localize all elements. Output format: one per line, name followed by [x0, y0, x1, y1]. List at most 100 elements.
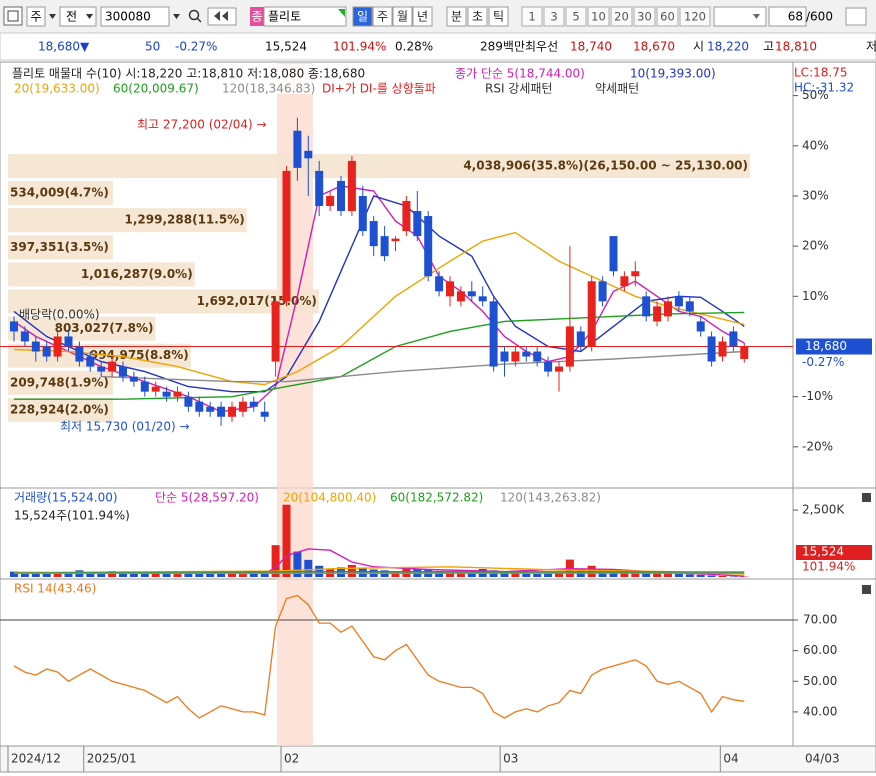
interval-label: 120 [684, 10, 706, 24]
interval-label: 3 [550, 10, 557, 24]
candle-body [75, 346, 84, 362]
market-box[interactable] [26, 6, 46, 27]
period-button[interactable] [412, 6, 433, 27]
volume-bar [228, 573, 236, 577]
tool-icon[interactable] [845, 7, 867, 26]
volume-bar [162, 572, 171, 577]
interval-button[interactable] [587, 6, 610, 27]
ma-line [14, 311, 745, 400]
period-button[interactable] [488, 6, 509, 27]
candle-body [326, 195, 335, 207]
period-button[interactable] [372, 6, 393, 27]
interval-button[interactable] [633, 6, 656, 27]
panel-close-icon[interactable] [862, 585, 871, 594]
candle-body [249, 401, 258, 407]
candle-body [304, 150, 313, 159]
search-icon-handle [196, 17, 202, 23]
current-volume-box [796, 545, 872, 560]
candle-body [424, 216, 433, 277]
candle-body [533, 351, 542, 362]
volume-bar [119, 572, 127, 577]
quote-item: -0.27% [175, 40, 217, 54]
volume-bar [467, 572, 476, 577]
candle-body [140, 381, 149, 392]
period-button[interactable] [446, 6, 467, 27]
interval-button[interactable] [543, 6, 565, 27]
interval-button[interactable] [565, 6, 587, 27]
candle-body [42, 346, 51, 357]
candle-body [609, 236, 618, 272]
candle-body [31, 341, 40, 352]
scope-box[interactable] [59, 6, 97, 27]
candle-body [413, 211, 422, 237]
annotation: 배당락(0.00%) [19, 308, 100, 322]
volume-bar [500, 572, 509, 577]
candle-body [97, 366, 106, 372]
quote-item: 저 [866, 40, 876, 54]
candle-body [587, 281, 596, 347]
volume-bar [598, 570, 607, 577]
volume-bar [86, 572, 95, 577]
signal-legend: RSI 강세패턴 [485, 82, 552, 96]
dropdown-arrow[interactable] [753, 14, 760, 19]
code: 300080 [105, 10, 151, 24]
count-box[interactable] [768, 6, 807, 27]
candle-body [642, 296, 651, 317]
candle-body [576, 331, 585, 347]
volume-bar [740, 576, 749, 578]
volume-bar [97, 573, 106, 577]
x-tick-label: 03 [503, 752, 518, 766]
candle-body [86, 356, 95, 367]
volume-bar [293, 551, 302, 577]
legend-entry: 20(104,800.40) [283, 491, 376, 505]
period-label: 주 [377, 10, 388, 24]
dropdown-arrow[interactable] [173, 14, 180, 19]
dropdown-arrow[interactable] [49, 14, 56, 19]
candle-body [664, 301, 672, 317]
name-box[interactable] [263, 6, 347, 27]
layout-icon[interactable] [3, 6, 23, 26]
volume-bar [456, 572, 465, 577]
candle-body [53, 336, 62, 357]
interval-button[interactable] [679, 6, 711, 27]
candle-body [435, 276, 444, 292]
legend-entry: 120(18,346.83) [222, 82, 315, 96]
volume-bar [108, 571, 117, 577]
code-input[interactable] [100, 6, 170, 27]
quote-item: 시 [693, 40, 704, 54]
volume-bar [129, 573, 138, 577]
profile-label: 228,924(2.0%) [10, 402, 109, 416]
candle-body [555, 366, 563, 372]
nav-icon [214, 11, 228, 21]
interval-label: 20 [614, 10, 629, 24]
profile-bar [8, 235, 113, 260]
period-button[interactable] [392, 6, 413, 27]
y-tick-label: 70.00 [803, 612, 837, 626]
volume-bar [696, 574, 705, 577]
volume-bar [206, 573, 215, 577]
period-label: 월 [397, 10, 408, 24]
period-button[interactable] [352, 6, 373, 27]
dropdown-arrow[interactable] [86, 14, 93, 19]
volume-note: 15,524주(101.94%) [14, 509, 130, 523]
volume-bar [674, 573, 683, 577]
volume-bar [653, 572, 662, 577]
volume-bar [42, 572, 51, 577]
profile-bar [8, 397, 113, 422]
period-label: 년 [417, 10, 428, 24]
period-label: 일 [357, 10, 368, 24]
nav-button[interactable] [207, 7, 237, 26]
search-icon[interactable] [188, 9, 200, 21]
legend-entry: 20(19,633.00) [14, 82, 100, 96]
period-button[interactable] [467, 6, 488, 27]
y-tick-label: 20% [802, 239, 829, 253]
panel-close-icon[interactable] [862, 493, 871, 502]
volume-bar [20, 572, 29, 577]
blank-box[interactable] [713, 6, 767, 27]
interval-button[interactable] [610, 6, 633, 27]
x-tick-label: 2024/12 [11, 752, 61, 766]
candle-body [293, 130, 302, 168]
y-tick-label: 40.00 [803, 704, 837, 718]
interval-button[interactable] [521, 6, 543, 27]
interval-button[interactable] [656, 6, 679, 27]
